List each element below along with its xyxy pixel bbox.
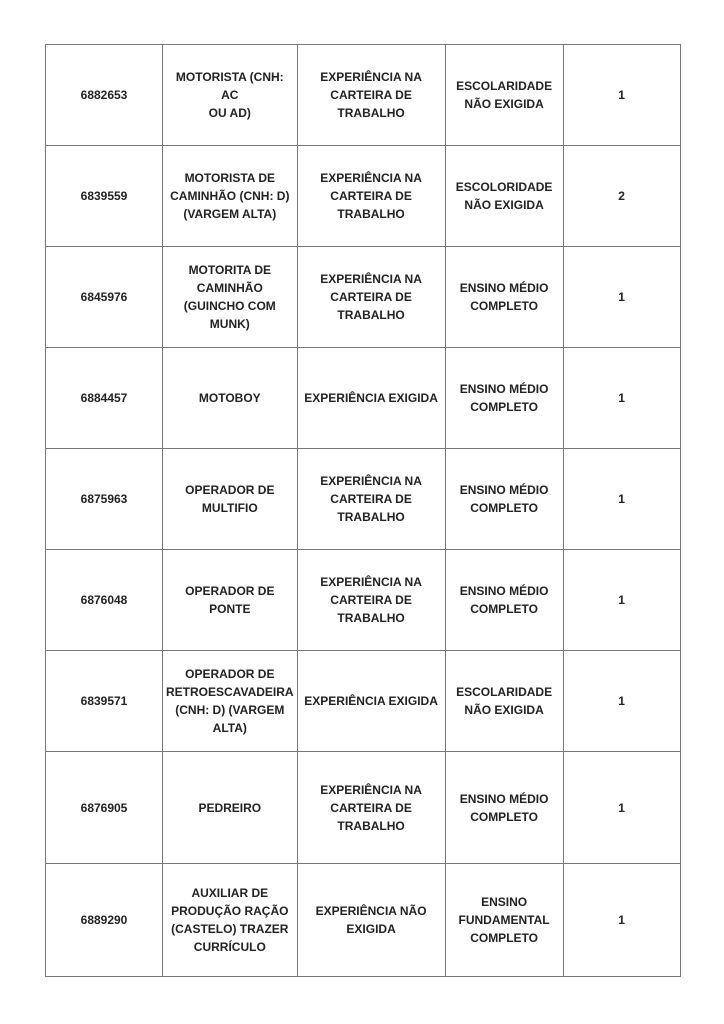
experience-requirement-cell: EXPERIÊNCIA EXIGIDA xyxy=(296,347,446,449)
table-body: 6882653 MOTORISTA (CNH: AC OU AD) EXPERIÊN… xyxy=(45,44,681,977)
vacancy-code-cell: 6882653 xyxy=(45,44,163,146)
job-title-cell: PEDREIRO xyxy=(162,751,298,864)
job-title-cell: AUXILIAR DE PRODUÇÃO RAÇÃO (CASTELO) TRA… xyxy=(162,863,298,977)
education-requirement-cell: ENSINO MÉDIO COMPLETO xyxy=(444,549,564,651)
vacancy-count-cell: 1 xyxy=(562,549,681,651)
vacancy-count-cell: 2 xyxy=(562,145,681,247)
table-row: 6839559 MOTORISTA DE CAMINHÃO (CNH: D) (V… xyxy=(45,145,681,247)
job-vacancies-table: 6882653 MOTORISTA (CNH: AC OU AD) EXPERIÊN… xyxy=(45,44,681,977)
vacancy-count-cell: 1 xyxy=(562,246,681,348)
job-title-cell: OPERADOR DE RETROESCAVADEIRA (CNH: D) (V… xyxy=(162,650,298,752)
vacancy-code-cell: 6889290 xyxy=(45,863,163,977)
education-requirement-cell: ESCOLARIDADE NÃO EXIGIDA xyxy=(444,650,564,752)
vacancy-count-cell: 1 xyxy=(562,448,681,550)
vacancy-code-cell: 6876048 xyxy=(45,549,163,651)
vacancy-count-cell: 1 xyxy=(562,650,681,752)
experience-requirement-cell: EXPERIÊNCIA NÃO EXIGIDA xyxy=(296,863,446,977)
vacancy-code-cell: 6876905 xyxy=(45,751,163,864)
vacancy-code-cell: 6839559 xyxy=(45,145,163,247)
experience-requirement-cell: EXPERIÊNCIA NA CARTEIRA DE TRABALHO xyxy=(296,246,446,348)
job-title-cell: OPERADOR DE PONTE xyxy=(162,549,298,651)
vacancy-count-cell: 1 xyxy=(562,751,681,864)
vacancy-code-cell: 6839571 xyxy=(45,650,163,752)
table-row: 6845976 MOTORITA DE CAMINHÃO (GUINCHO COM… xyxy=(45,246,681,348)
table-row: 6882653 MOTORISTA (CNH: AC OU AD) EXPERIÊN… xyxy=(45,44,681,146)
experience-requirement-cell: EXPERIÊNCIA NA CARTEIRA DE TRABALHO xyxy=(296,44,446,146)
experience-requirement-cell: EXPERIÊNCIA NA CARTEIRA DE TRABALHO xyxy=(296,448,446,550)
vacancy-code-cell: 6884457 xyxy=(45,347,163,449)
job-title-cell: OPERADOR DE MULTIFIO xyxy=(162,448,298,550)
experience-requirement-cell: EXPERIÊNCIA NA CARTEIRA DE TRABALHO xyxy=(296,751,446,864)
education-requirement-cell: ENSINO MÉDIO COMPLETO xyxy=(444,751,564,864)
vacancy-code-cell: 6845976 xyxy=(45,246,163,348)
job-title-cell: MOTORITA DE CAMINHÃO (GUINCHO COM MUNK) xyxy=(162,246,298,348)
experience-requirement-cell: EXPERIÊNCIA EXIGIDA xyxy=(296,650,446,752)
job-title-cell: MOTORISTA (CNH: AC OU AD) xyxy=(162,44,298,146)
experience-requirement-cell: EXPERIÊNCIA NA CARTEIRA DE TRABALHO xyxy=(296,145,446,247)
education-requirement-cell: ESCOLARIDADE NÃO EXIGIDA xyxy=(444,44,564,146)
table-row: 6839571 OPERADOR DE RETROESCAVADEIRA (CNH… xyxy=(45,650,681,752)
vacancy-code-cell: 6875963 xyxy=(45,448,163,550)
education-requirement-cell: ESCOLORIDADE NÃO EXIGIDA xyxy=(444,145,564,247)
job-title-cell: MOTORISTA DE CAMINHÃO (CNH: D) (VARGEM A… xyxy=(162,145,298,247)
experience-requirement-cell: EXPERIÊNCIA NA CARTEIRA DE TRABALHO xyxy=(296,549,446,651)
education-requirement-cell: ENSINO MÉDIO COMPLETO xyxy=(444,347,564,449)
education-requirement-cell: ENSINO MÉDIO COMPLETO xyxy=(444,448,564,550)
vacancy-count-cell: 1 xyxy=(562,44,681,146)
education-requirement-cell: ENSINO FUNDAMENTAL COMPLETO xyxy=(444,863,564,977)
education-requirement-cell: ENSINO MÉDIO COMPLETO xyxy=(444,246,564,348)
table-row: 6875963 OPERADOR DE MULTIFIO EXPERIÊNCIA N… xyxy=(45,448,681,550)
job-title-cell: MOTOBOY xyxy=(162,347,298,449)
table-row: 6876048 OPERADOR DE PONTE EXPERIÊNCIA NA C… xyxy=(45,549,681,651)
vacancy-count-cell: 1 xyxy=(562,347,681,449)
table-row: 6889290 AUXILIAR DE PRODUÇÃO RAÇÃO (CASTE… xyxy=(45,863,681,977)
vacancy-count-cell: 1 xyxy=(562,863,681,977)
table-row: 6876905 PEDREIRO EXPERIÊNCIA NA CARTEIRA D… xyxy=(45,751,681,864)
table-row: 6884457 MOTOBOY EXPERIÊNCIA EXIGIDA ENSINO … xyxy=(45,347,681,449)
